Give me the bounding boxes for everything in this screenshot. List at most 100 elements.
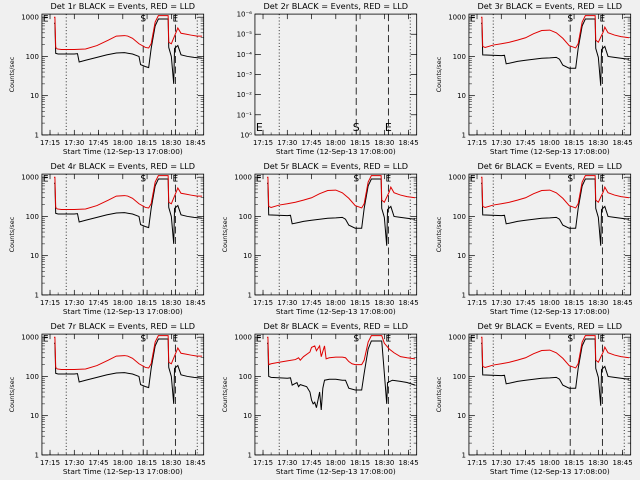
x-tick-label: 18:30 (161, 459, 181, 467)
x-axis-label: Start Time (12-Sep-13 17:08:00) (276, 467, 396, 476)
series-events-line (480, 18, 629, 86)
time-marker-label: E (256, 121, 263, 134)
y-tick-label: 100 (452, 373, 465, 381)
detector-panel-5: Det 5r BLACK = Events, RED = LLD 17:15 17:… (221, 161, 419, 316)
panel-title: Det 2r BLACK = Events, RED = LLD (264, 1, 409, 11)
x-tick-label: 18:45 (399, 299, 419, 307)
y-tick-label: 10⁻² (237, 91, 253, 99)
y-axis-label: Counts/sec (435, 376, 443, 412)
panel-title: Det 3r BLACK = Events, RED = LLD (477, 1, 622, 11)
time-marker-label: S (354, 335, 360, 345)
x-tick-label: 18:00 (539, 299, 559, 307)
time-marker-label: E (256, 335, 262, 345)
y-tick-label: 10⁻⁶ (237, 11, 253, 19)
detector-panel-3: Det 3r BLACK = Events, RED = LLD 17:15 17:… (435, 1, 633, 156)
x-tick-label: 17:15 (253, 459, 273, 467)
y-tick-label: 1 (461, 291, 465, 299)
y-tick-label: 1 (35, 291, 39, 299)
y-tick-label: 1000 (21, 334, 39, 342)
x-axis-label: Start Time (12-Sep-13 17:08:00) (489, 307, 609, 316)
x-axis-label: Start Time (12-Sep-13 17:08:00) (63, 307, 183, 316)
x-tick-label: 18:15 (350, 139, 370, 147)
series-events-line (267, 340, 416, 411)
panel-title: Det 6r BLACK = Events, RED = LLD (477, 161, 622, 171)
x-tick-label: 17:30 (491, 299, 511, 307)
time-marker-label: S (567, 175, 573, 185)
time-marker-label: E (470, 175, 476, 185)
y-tick-label: 1000 (448, 334, 466, 342)
x-tick-label: 17:15 (253, 139, 273, 147)
x-tick-label: 17:30 (278, 459, 298, 467)
y-tick-label: 100 (239, 213, 252, 221)
x-axis-label: Start Time (12-Sep-13 17:08:00) (276, 307, 396, 316)
time-marker-label: S (353, 121, 360, 134)
x-tick-label: 17:15 (253, 299, 273, 307)
time-marker-label: E (43, 175, 49, 185)
y-tick-label: 1000 (235, 334, 253, 342)
y-tick-label: 1 (461, 451, 465, 459)
y-tick-label: 1000 (448, 174, 466, 182)
x-tick-label: 18:45 (186, 459, 206, 467)
x-tick-label: 17:30 (64, 459, 84, 467)
x-tick-label: 18:15 (137, 139, 157, 147)
detector-panel-1: Det 1r BLACK = Events, RED = LLD 17:15 17:… (8, 1, 206, 156)
x-tick-label: 18:30 (588, 459, 608, 467)
x-tick-label: 17:15 (40, 139, 60, 147)
y-tick-label: 10 (30, 252, 39, 260)
y-tick-label: 10⁻⁴ (237, 51, 253, 59)
time-marker-label: S (354, 175, 360, 185)
x-tick-label: 17:30 (278, 299, 298, 307)
x-tick-label: 18:00 (113, 459, 133, 467)
x-tick-label: 18:15 (564, 139, 584, 147)
detector-panel-2: Det 2r BLACK = Events, RED = LLD 17:15 17:… (237, 1, 419, 156)
panel-title: Det 5r BLACK = Events, RED = LLD (264, 161, 409, 171)
y-tick-label: 100 (452, 213, 465, 221)
detector-panel-4: Det 4r BLACK = Events, RED = LLD 17:15 17:… (8, 161, 206, 316)
x-tick-label: 18:15 (564, 299, 584, 307)
series-lld-line (267, 335, 416, 366)
y-tick-label: 10 (30, 92, 39, 100)
time-marker-label: E (43, 335, 49, 345)
x-tick-label: 18:45 (186, 299, 206, 307)
time-marker-label: E (173, 335, 179, 345)
x-tick-label: 18:45 (186, 139, 206, 147)
y-tick-label: 100 (26, 213, 39, 221)
series-lld-line (480, 175, 629, 209)
x-tick-label: 17:15 (40, 299, 60, 307)
y-tick-label: 1 (248, 451, 252, 459)
y-tick-label: 1000 (21, 174, 39, 182)
y-tick-label: 10⁻¹ (237, 111, 253, 119)
series-lld-line (54, 175, 203, 211)
time-marker-label: S (140, 175, 146, 185)
x-tick-label: 17:45 (515, 139, 535, 147)
x-tick-label: 17:45 (302, 139, 322, 147)
y-tick-label: 1 (248, 291, 252, 299)
x-tick-label: 18:30 (375, 299, 395, 307)
x-tick-label: 17:30 (64, 139, 84, 147)
y-tick-label: 10⁻³ (237, 71, 253, 79)
x-tick-label: 18:15 (564, 459, 584, 467)
series-lld-line (480, 15, 629, 49)
y-tick-label: 1 (461, 131, 465, 139)
x-tick-label: 18:00 (113, 139, 133, 147)
x-tick-label: 17:45 (515, 299, 535, 307)
x-axis-label: Start Time (12-Sep-13 17:08:00) (63, 467, 183, 476)
x-tick-label: 18:15 (350, 459, 370, 467)
panel-title: Det 9r BLACK = Events, RED = LLD (477, 321, 622, 331)
series-events-line (54, 178, 203, 244)
y-tick-label: 10 (457, 252, 466, 260)
time-marker-label: E (470, 335, 476, 345)
y-tick-label: 1000 (448, 14, 466, 22)
y-tick-label: 10 (243, 252, 252, 260)
x-tick-label: 17:45 (302, 459, 322, 467)
y-axis-label: Counts/sec (435, 216, 443, 252)
x-tick-label: 18:00 (539, 459, 559, 467)
detector-panel-8: Det 8r BLACK = Events, RED = LLD 17:15 17:… (221, 321, 419, 476)
y-tick-label: 10 (30, 412, 39, 420)
x-tick-label: 17:15 (40, 459, 60, 467)
time-marker-label: S (567, 335, 573, 345)
time-marker-label: S (140, 335, 146, 345)
panel-title: Det 7r BLACK = Events, RED = LLD (50, 321, 195, 331)
x-tick-label: 18:00 (326, 139, 346, 147)
